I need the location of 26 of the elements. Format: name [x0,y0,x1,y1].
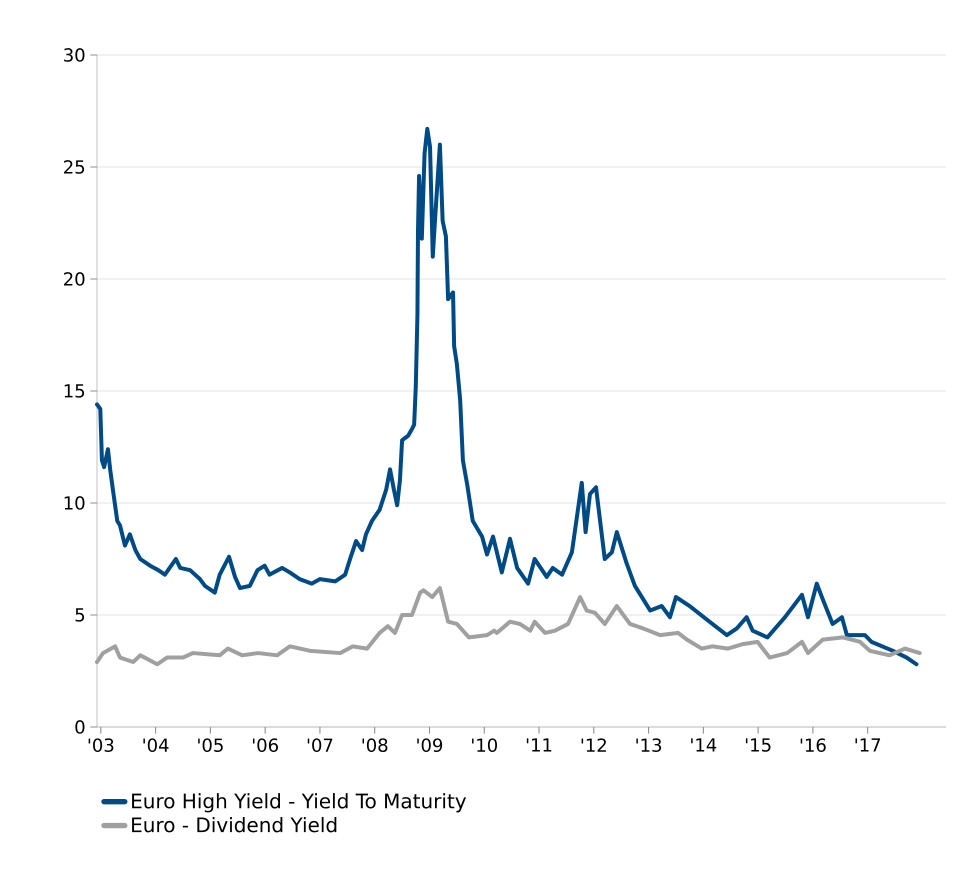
x-tick-label: '03 [88,738,114,752]
x-tick-label: '06 [252,738,278,752]
y-tick-label: 10 [64,496,84,510]
x-tick-label: '04 [143,738,169,752]
x-tick-label: '11 [526,738,552,752]
line-series [95,126,918,666]
x-tick-label: '07 [308,738,332,752]
legend-label: Euro - Dividend Yield [132,816,336,832]
line-series [95,586,922,666]
x-tick-label: '14 [691,738,716,752]
y-tick-label: 5 [76,608,84,622]
x-tick-label: '16 [800,738,826,752]
legend-label: Euro High Yield - Yield To Maturity [132,793,466,812]
y-tick-label: 25 [64,160,84,174]
y-tick-label: 20 [64,272,84,286]
x-tick-label: '12 [582,738,606,752]
y-tick-label: 15 [64,384,84,398]
y-tick-label: 0 [75,720,84,734]
x-tick-label: '10 [472,738,497,752]
x-tick-label: '13 [636,738,662,752]
x-tick-label: '15 [746,738,770,752]
x-tick-label: '09 [417,738,442,752]
x-tick-label: '08 [362,738,388,752]
y-tick-label: 30 [64,48,84,62]
x-tick-label: '05 [198,738,223,752]
x-tick-label: '17 [855,738,880,752]
